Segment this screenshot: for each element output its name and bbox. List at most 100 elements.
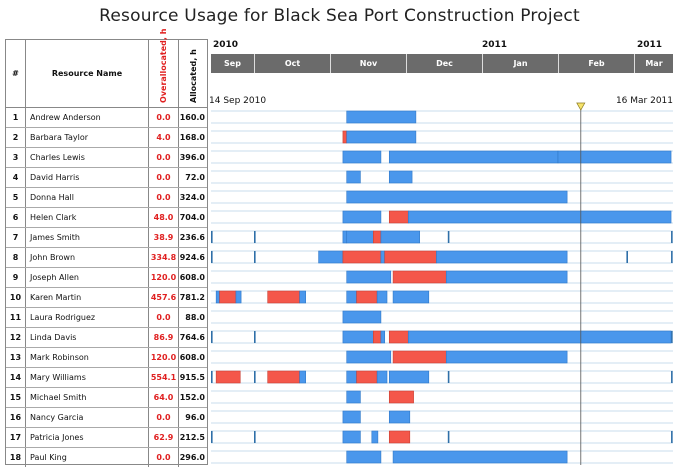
allocation-bar <box>342 230 348 244</box>
allocation-bar <box>407 330 672 344</box>
allocation-bar <box>346 110 417 124</box>
timeline-tick <box>447 371 450 383</box>
overallocated-bar <box>392 270 447 284</box>
row-number: 12 <box>6 328 26 347</box>
overallocated-bar <box>388 330 409 344</box>
resource-name: Barbara Taylor <box>26 128 149 147</box>
allocation-bar <box>215 290 220 304</box>
overallocated-bar <box>392 350 447 364</box>
timeline-tick <box>671 251 673 263</box>
resource-name: Patricia Jones <box>26 428 149 447</box>
table-row: 5 Donna Hall 0.0 324.0 <box>6 188 207 208</box>
allocation-bar <box>388 410 411 424</box>
year-label: 2011 <box>482 40 508 50</box>
col-allocated-header: Allocated, h <box>179 40 208 107</box>
table-header: # Resource Name Overallocated, h Allocat… <box>6 29 208 108</box>
month-bar <box>211 54 673 73</box>
allocated-value: 72.0 <box>185 173 205 182</box>
row-number: 3 <box>6 148 26 167</box>
row-number: 6 <box>6 208 26 227</box>
table-row: 6 Helen Clark 48.0 704.0 <box>6 208 207 228</box>
allocated-value: 96.0 <box>185 413 205 422</box>
overallocated-bar <box>356 370 378 384</box>
overallocated-bar <box>267 370 300 384</box>
row-number: 4 <box>6 168 26 187</box>
timeline-tick <box>211 331 213 343</box>
allocation-bar <box>342 310 382 324</box>
allocation-bar <box>436 250 568 264</box>
timeline-tick <box>447 231 450 243</box>
overallocated-value: 4.0 <box>149 128 179 147</box>
month-label: Nov <box>330 54 406 73</box>
row-number: 2 <box>6 128 26 147</box>
allocation-bar <box>346 230 374 244</box>
timeline-tick <box>671 371 673 383</box>
overallocated-value: 554.1 <box>149 368 179 387</box>
allocated-value: 296.0 <box>179 453 205 462</box>
allocation-bar <box>392 290 430 304</box>
gantt-plot <box>211 102 673 465</box>
row-number: 13 <box>6 348 26 367</box>
allocation-bar <box>392 450 568 464</box>
current-date-marker <box>576 102 586 111</box>
allocation-bar <box>346 350 392 364</box>
col-name-header: Resource Name <box>26 40 149 107</box>
table-row: 2 Barbara Taylor 4.0 168.0 <box>6 128 207 148</box>
allocation-bar <box>342 210 382 224</box>
table-row: 4 David Harris 0.0 72.0 <box>6 168 207 188</box>
table-row: 16 Nancy Garcia 0.0 96.0 <box>6 408 207 428</box>
row-number: 11 <box>6 308 26 327</box>
table-row: 7 James Smith 38.9 236.6 <box>6 228 207 248</box>
timeline-tick <box>211 371 213 383</box>
allocation-bar <box>407 210 672 224</box>
overallocated-bar <box>373 330 382 344</box>
allocation-bar <box>445 350 568 364</box>
resource-name: Linda Davis <box>26 328 149 347</box>
allocated-value: 168.0 <box>179 133 205 142</box>
resource-name: Karen Martin <box>26 288 149 307</box>
timeline-tick <box>254 251 256 263</box>
overallocated-bar <box>215 370 241 384</box>
table-row: 15 Michael Smith 64.0 152.0 <box>6 388 207 408</box>
table-row: 9 Joseph Allen 120.0 608.0 <box>6 268 207 288</box>
year-label: 2010 <box>213 40 239 50</box>
row-number: 14 <box>6 368 26 387</box>
overallocated-bar <box>373 230 382 244</box>
allocation-bar <box>445 270 568 284</box>
overallocated-value: 120.0 <box>149 348 179 367</box>
resource-name: David Harris <box>26 168 149 187</box>
resource-name: Michael Smith <box>26 388 149 407</box>
overallocated-bar <box>388 390 414 404</box>
allocated-value: 764.6 <box>179 333 205 342</box>
timeline-tick <box>671 231 673 243</box>
month-label: Feb <box>558 54 634 73</box>
resource-name: Donna Hall <box>26 188 149 207</box>
allocated-value: 608.0 <box>179 353 205 362</box>
allocation-bar <box>342 430 361 444</box>
month-label: Jan <box>482 54 558 73</box>
overallocated-bar <box>267 290 300 304</box>
month-label: Dec <box>406 54 482 73</box>
overallocated-bar <box>388 430 411 444</box>
allocation-bar <box>342 150 382 164</box>
month-label: Sep <box>224 59 241 68</box>
allocation-bar <box>346 290 357 304</box>
resource-name: Nancy Garcia <box>26 408 149 427</box>
allocation-bar <box>342 330 374 344</box>
col-overallocated-header: Overallocated, h <box>149 29 179 107</box>
overallocated-value: 0.0 <box>149 168 179 187</box>
overallocated-bar <box>388 210 409 224</box>
row-number: 7 <box>6 228 26 247</box>
table-row: 18 Paul King 0.0 296.0 <box>6 448 207 468</box>
timeline-tick <box>626 251 628 263</box>
overallocated-value: 0.0 <box>149 448 179 467</box>
allocation-bar <box>346 450 382 464</box>
timeline-tick <box>447 431 450 443</box>
table-row: 11 Laura Rodriguez 0.0 88.0 <box>6 308 207 328</box>
allocation-bar <box>346 190 568 204</box>
table-row: 3 Charles Lewis 0.0 396.0 <box>6 148 207 168</box>
allocated-value: 781.2 <box>179 293 205 302</box>
row-number: 17 <box>6 428 26 447</box>
table-row: 10 Karen Martin 457.6 781.2 <box>6 288 207 308</box>
allocation-bar <box>380 330 386 344</box>
